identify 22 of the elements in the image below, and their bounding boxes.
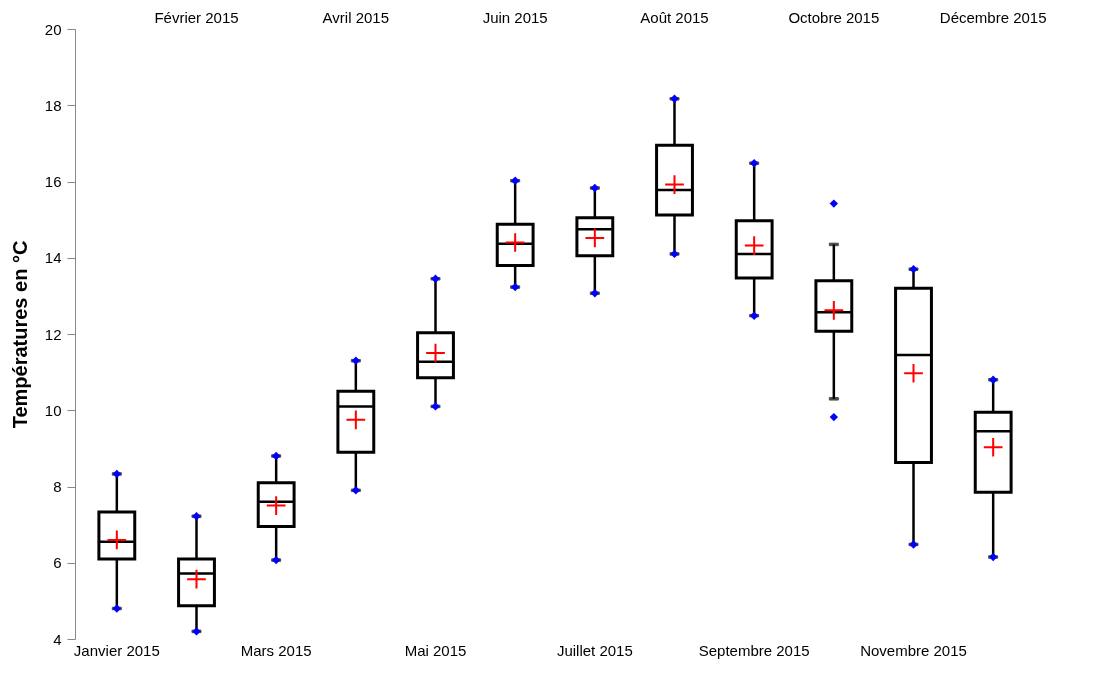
x-tick-label: Décembre 2015 bbox=[939, 8, 1047, 26]
x-tick-label: Avril 2015 bbox=[322, 8, 390, 26]
y-tick-label: 16 bbox=[44, 173, 62, 190]
x-tick-label: Mai 2015 bbox=[404, 641, 467, 659]
x-tick-label: Août 2015 bbox=[640, 8, 709, 26]
x-tick-label: Mars 2015 bbox=[240, 641, 312, 659]
y-tick-label: 20 bbox=[44, 20, 62, 38]
x-tick-label: Février 2015 bbox=[154, 8, 239, 26]
y-tick-label: 8 bbox=[53, 478, 62, 495]
x-tick-label: Juillet 2015 bbox=[556, 641, 633, 659]
x-tick-label: Novembre 2015 bbox=[860, 641, 967, 659]
y-tick-label: 10 bbox=[44, 401, 62, 419]
x-tick-label: Janvier 2015 bbox=[73, 641, 160, 659]
x-tick-label: Septembre 2015 bbox=[698, 641, 810, 659]
y-tick-label: 18 bbox=[44, 96, 62, 114]
x-tick-label: Juin 2015 bbox=[482, 8, 548, 26]
y-axis-title: Températures en °C bbox=[8, 240, 31, 429]
y-tick-label: 12 bbox=[44, 325, 62, 343]
y-tick-label: 4 bbox=[53, 630, 62, 648]
x-tick-label: Octobre 2015 bbox=[788, 8, 880, 26]
y-tick-label: 14 bbox=[44, 249, 62, 267]
y-tick-label: 6 bbox=[53, 554, 62, 572]
